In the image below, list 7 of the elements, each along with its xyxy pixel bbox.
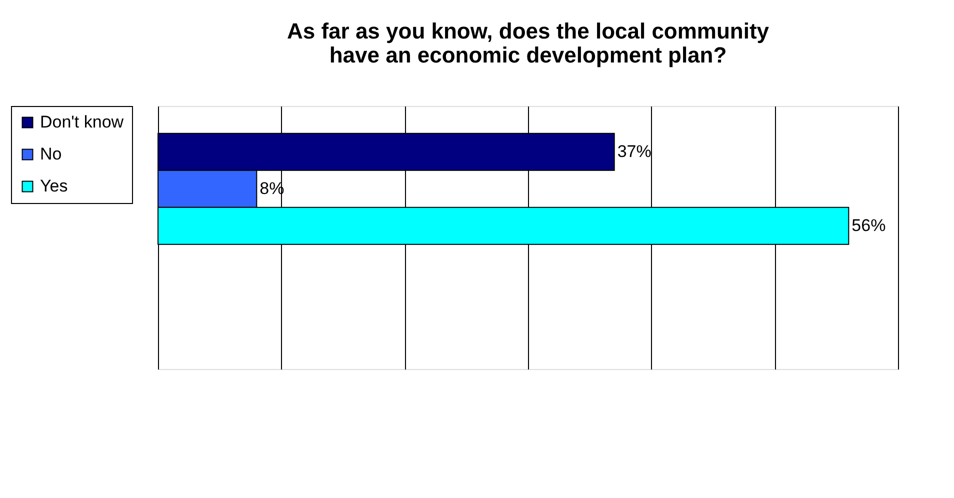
data-label: 37%	[617, 142, 652, 161]
legend-label: No	[40, 144, 62, 164]
data-label: 56%	[852, 216, 886, 235]
legend-label: Don't know	[40, 112, 124, 132]
legend-label: Yes	[40, 176, 68, 196]
text: have an economic development plan?	[329, 42, 727, 68]
text: As far as you know, does the local community	[286, 18, 770, 44]
